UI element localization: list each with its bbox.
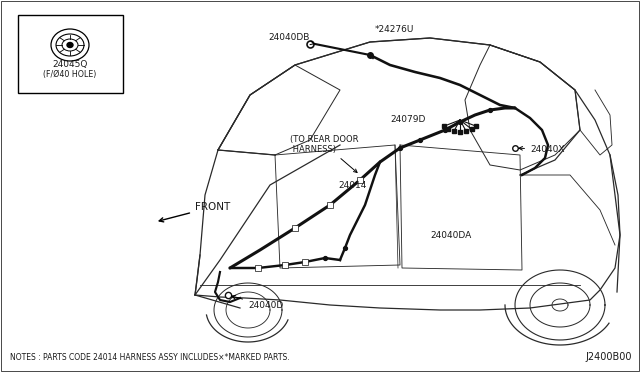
Bar	[292, 225, 298, 231]
Bar	[327, 202, 333, 208]
Bar	[302, 259, 308, 265]
Text: 24045Q: 24045Q	[52, 61, 88, 70]
Text: (F/Ø40 HOLE): (F/Ø40 HOLE)	[44, 71, 97, 80]
Text: J2400B00: J2400B00	[586, 352, 632, 362]
Bar	[282, 262, 288, 268]
Ellipse shape	[67, 42, 73, 48]
Bar	[255, 265, 261, 271]
Text: 24040D: 24040D	[232, 295, 284, 310]
Text: *24276U: *24276U	[375, 26, 414, 35]
Text: 24040DA: 24040DA	[430, 231, 471, 240]
Text: 24014: 24014	[338, 180, 366, 189]
Text: 24040X: 24040X	[519, 145, 564, 154]
Text: 24040DB: 24040DB	[268, 33, 315, 45]
Bar	[357, 177, 363, 183]
Text: NOTES : PARTS CODE 24014 HARNESS ASSY INCLUDES×*MARKED PARTS.: NOTES : PARTS CODE 24014 HARNESS ASSY IN…	[10, 353, 290, 362]
Bar	[18, 15, 123, 93]
Text: 24079D: 24079D	[390, 115, 426, 125]
Text: (TO REAR DOOR
 HARNESS): (TO REAR DOOR HARNESS)	[290, 135, 358, 173]
Text: FRONT: FRONT	[159, 202, 230, 222]
